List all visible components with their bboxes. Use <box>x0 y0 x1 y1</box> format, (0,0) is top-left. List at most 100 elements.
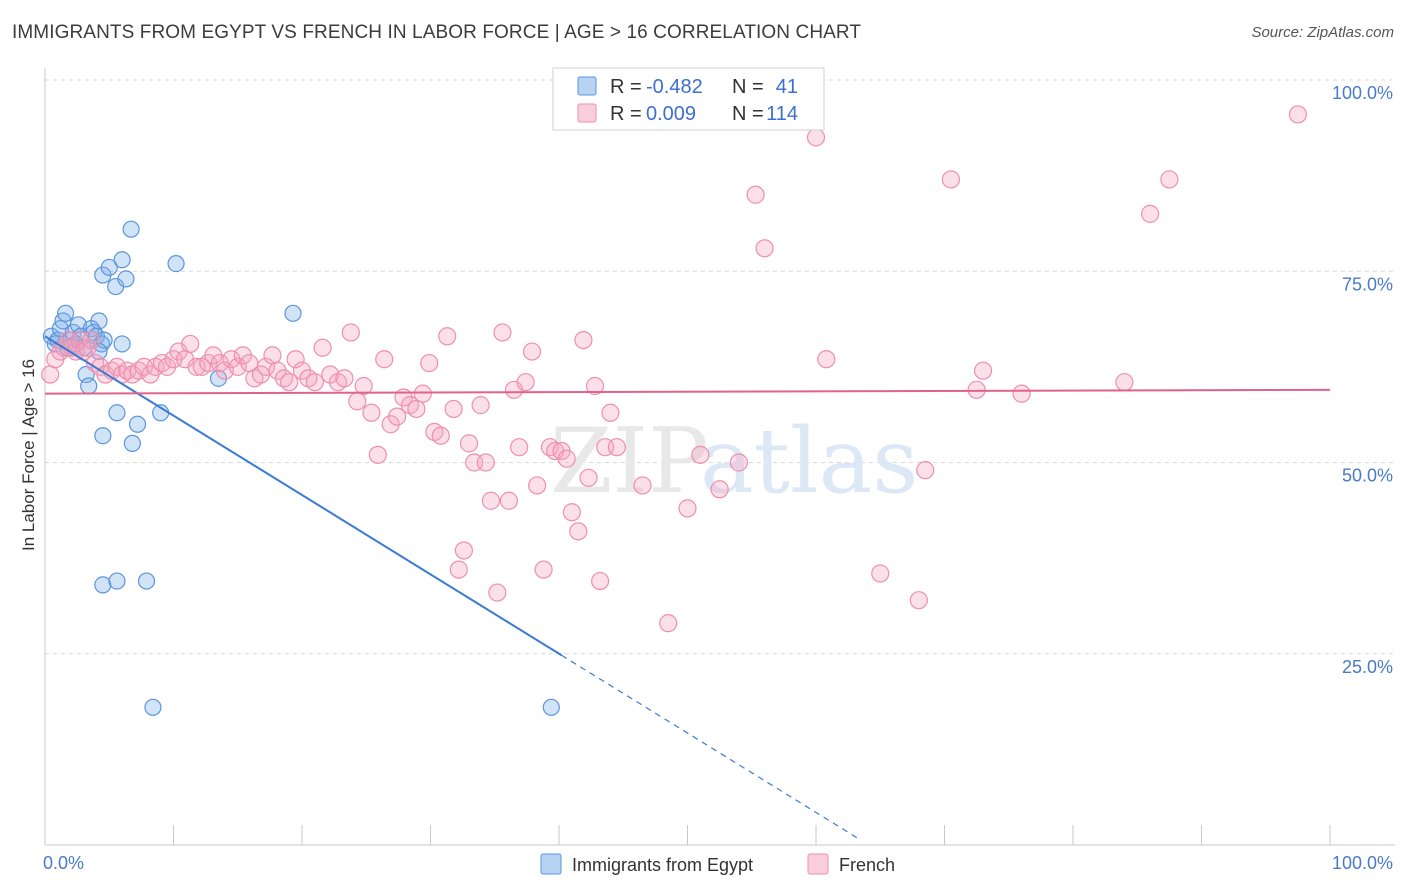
point-egypt <box>113 251 131 269</box>
legend-n-value: 114 <box>766 103 798 125</box>
y-tick-labels: 25.0% 50.0% 75.0% 100.0% <box>1332 83 1393 677</box>
point-french <box>335 369 354 388</box>
point-french <box>431 426 450 445</box>
point-french <box>459 434 479 453</box>
axes <box>44 68 1395 846</box>
point-french <box>579 468 598 487</box>
point-french <box>574 331 593 350</box>
legend-swatch-french <box>577 103 597 123</box>
trend-line-egypt <box>44 335 563 657</box>
watermark-atlas: atlas <box>700 409 918 514</box>
x-tick-label: 100.0% <box>1332 853 1393 873</box>
point-french <box>499 491 518 510</box>
point-french <box>967 380 986 399</box>
point-french <box>871 564 890 583</box>
legend-r-value: -0.482 <box>646 76 703 98</box>
point-french <box>481 491 500 510</box>
y-axis-label: In Labor Force | Age > 16 <box>19 359 38 551</box>
point-french <box>41 365 60 384</box>
point-french <box>601 403 620 422</box>
point-egypt <box>94 576 112 594</box>
point-french <box>313 338 332 357</box>
y-tick-label: 100.0% <box>1332 83 1393 103</box>
legend-bottom-swatch-french <box>807 853 829 875</box>
point-french <box>82 331 101 350</box>
point-french <box>368 445 387 464</box>
legend-swatch-egypt <box>577 76 597 96</box>
point-french <box>710 480 729 499</box>
point-french <box>585 376 605 396</box>
legend-top-box <box>552 67 825 131</box>
point-french <box>607 438 626 457</box>
point-french <box>321 365 340 384</box>
y-tick-label: 75.0% <box>1342 274 1393 294</box>
x-tick-labels: 0.0% 100.0% <box>43 853 1393 873</box>
point-egypt <box>123 434 141 452</box>
legend-r-label: R = <box>610 103 642 125</box>
watermark: ZIP atlas <box>550 409 918 514</box>
point-egypt <box>542 698 560 716</box>
legend-r-label: R = <box>610 76 642 98</box>
point-french <box>817 350 836 369</box>
point-egypt <box>284 304 302 322</box>
point-french <box>420 353 439 373</box>
legend-r-value: 0.009 <box>646 103 696 125</box>
point-french <box>806 128 826 147</box>
point-french <box>659 614 678 633</box>
point-french <box>305 373 324 392</box>
point-egypt <box>128 415 147 433</box>
point-egypt <box>94 427 112 445</box>
point-french <box>181 334 200 354</box>
point-french <box>444 399 463 419</box>
watermark-zip: ZIP <box>550 409 709 514</box>
chart-source: Source: ZipAtlas.com <box>1251 24 1394 41</box>
point-french <box>678 499 697 518</box>
point-french <box>1115 373 1134 392</box>
point-french <box>510 438 529 457</box>
point-french <box>476 453 495 472</box>
point-french <box>916 461 935 480</box>
point-french <box>1160 170 1179 189</box>
y-tick-label: 50.0% <box>1342 466 1393 486</box>
x-tick-label: 0.0% <box>43 853 84 873</box>
point-french <box>516 373 535 392</box>
point-french <box>941 170 961 189</box>
point-french <box>454 541 474 560</box>
point-egypt <box>117 270 135 288</box>
point-french <box>407 399 426 419</box>
point-egypt <box>100 258 118 277</box>
point-egypt <box>108 572 126 590</box>
point-french <box>362 403 381 422</box>
point-french <box>354 376 373 396</box>
point-egypt <box>90 312 108 330</box>
legend-n-value: 41 <box>776 76 798 98</box>
point-french <box>557 449 576 468</box>
point-french <box>746 185 765 204</box>
point-french <box>909 591 928 610</box>
y-tick-label: 25.0% <box>1342 657 1393 677</box>
trend-lines <box>44 335 1331 841</box>
point-french <box>528 476 547 495</box>
legend-top: R = -0.482 N = 41 R = 0.009 N = 114 <box>552 67 825 131</box>
point-egypt <box>167 255 185 273</box>
point-french <box>286 350 305 369</box>
legend-bottom: Immigrants from Egypt French <box>540 853 895 875</box>
point-french <box>263 346 282 365</box>
point-french <box>228 357 247 376</box>
point-french <box>488 583 507 602</box>
point-french <box>591 571 610 591</box>
point-french <box>449 560 468 579</box>
point-french <box>375 350 394 369</box>
legend-bottom-label-french: French <box>839 855 895 875</box>
point-egypt <box>56 304 75 322</box>
point-egypt <box>122 220 140 238</box>
point-french <box>66 342 85 361</box>
point-egypt <box>113 335 131 353</box>
point-egypt <box>144 698 162 716</box>
point-egypt <box>209 369 228 387</box>
trend-line-french <box>44 388 1331 395</box>
point-french <box>973 361 993 380</box>
point-french <box>471 396 490 415</box>
point-french <box>187 357 206 376</box>
